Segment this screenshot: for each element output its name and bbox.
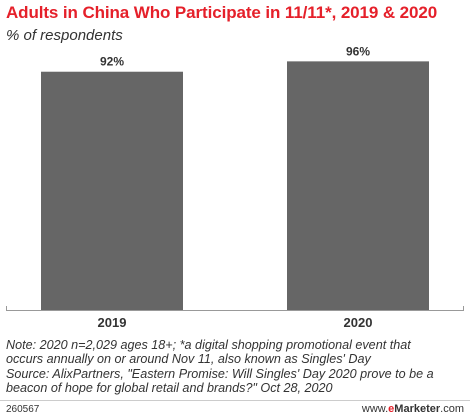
- value-label-2020: 96%: [346, 44, 370, 58]
- bar-2019: [41, 71, 183, 310]
- brand-name: Marketer: [394, 403, 441, 415]
- source-line: beacon of hope for global retail and bra…: [6, 380, 333, 395]
- value-label-2019: 92%: [100, 55, 124, 69]
- note-line: Note: 2020 n=2,029 ages 18+; *a digital …: [6, 338, 411, 352]
- x-tick-label-2019: 2019: [98, 315, 127, 330]
- source-line: Source: AlixPartners, "Eastern Promise: …: [6, 366, 434, 381]
- chart-subtitle: % of respondents: [6, 27, 123, 44]
- footer-divider: [0, 400, 470, 401]
- chart-title: Adults in China Who Participate in 11/11…: [6, 3, 438, 22]
- emarketer-logo: www.eMarketer.com: [362, 403, 464, 415]
- x-tick-label-2020: 2020: [344, 315, 373, 330]
- note-line: occurs annually on or around Nov 11, als…: [6, 352, 371, 367]
- chart-note: Note: 2020 n=2,029 ages 18+; *a digital …: [6, 338, 466, 395]
- bar-chart: 92% 2019 96% 2020: [6, 44, 464, 330]
- brand-suffix: .com: [440, 403, 464, 415]
- bar-2020: [287, 61, 429, 310]
- brand-e: e: [388, 403, 395, 415]
- brand-prefix: www.: [361, 403, 389, 415]
- chart-id: 260567: [6, 404, 40, 415]
